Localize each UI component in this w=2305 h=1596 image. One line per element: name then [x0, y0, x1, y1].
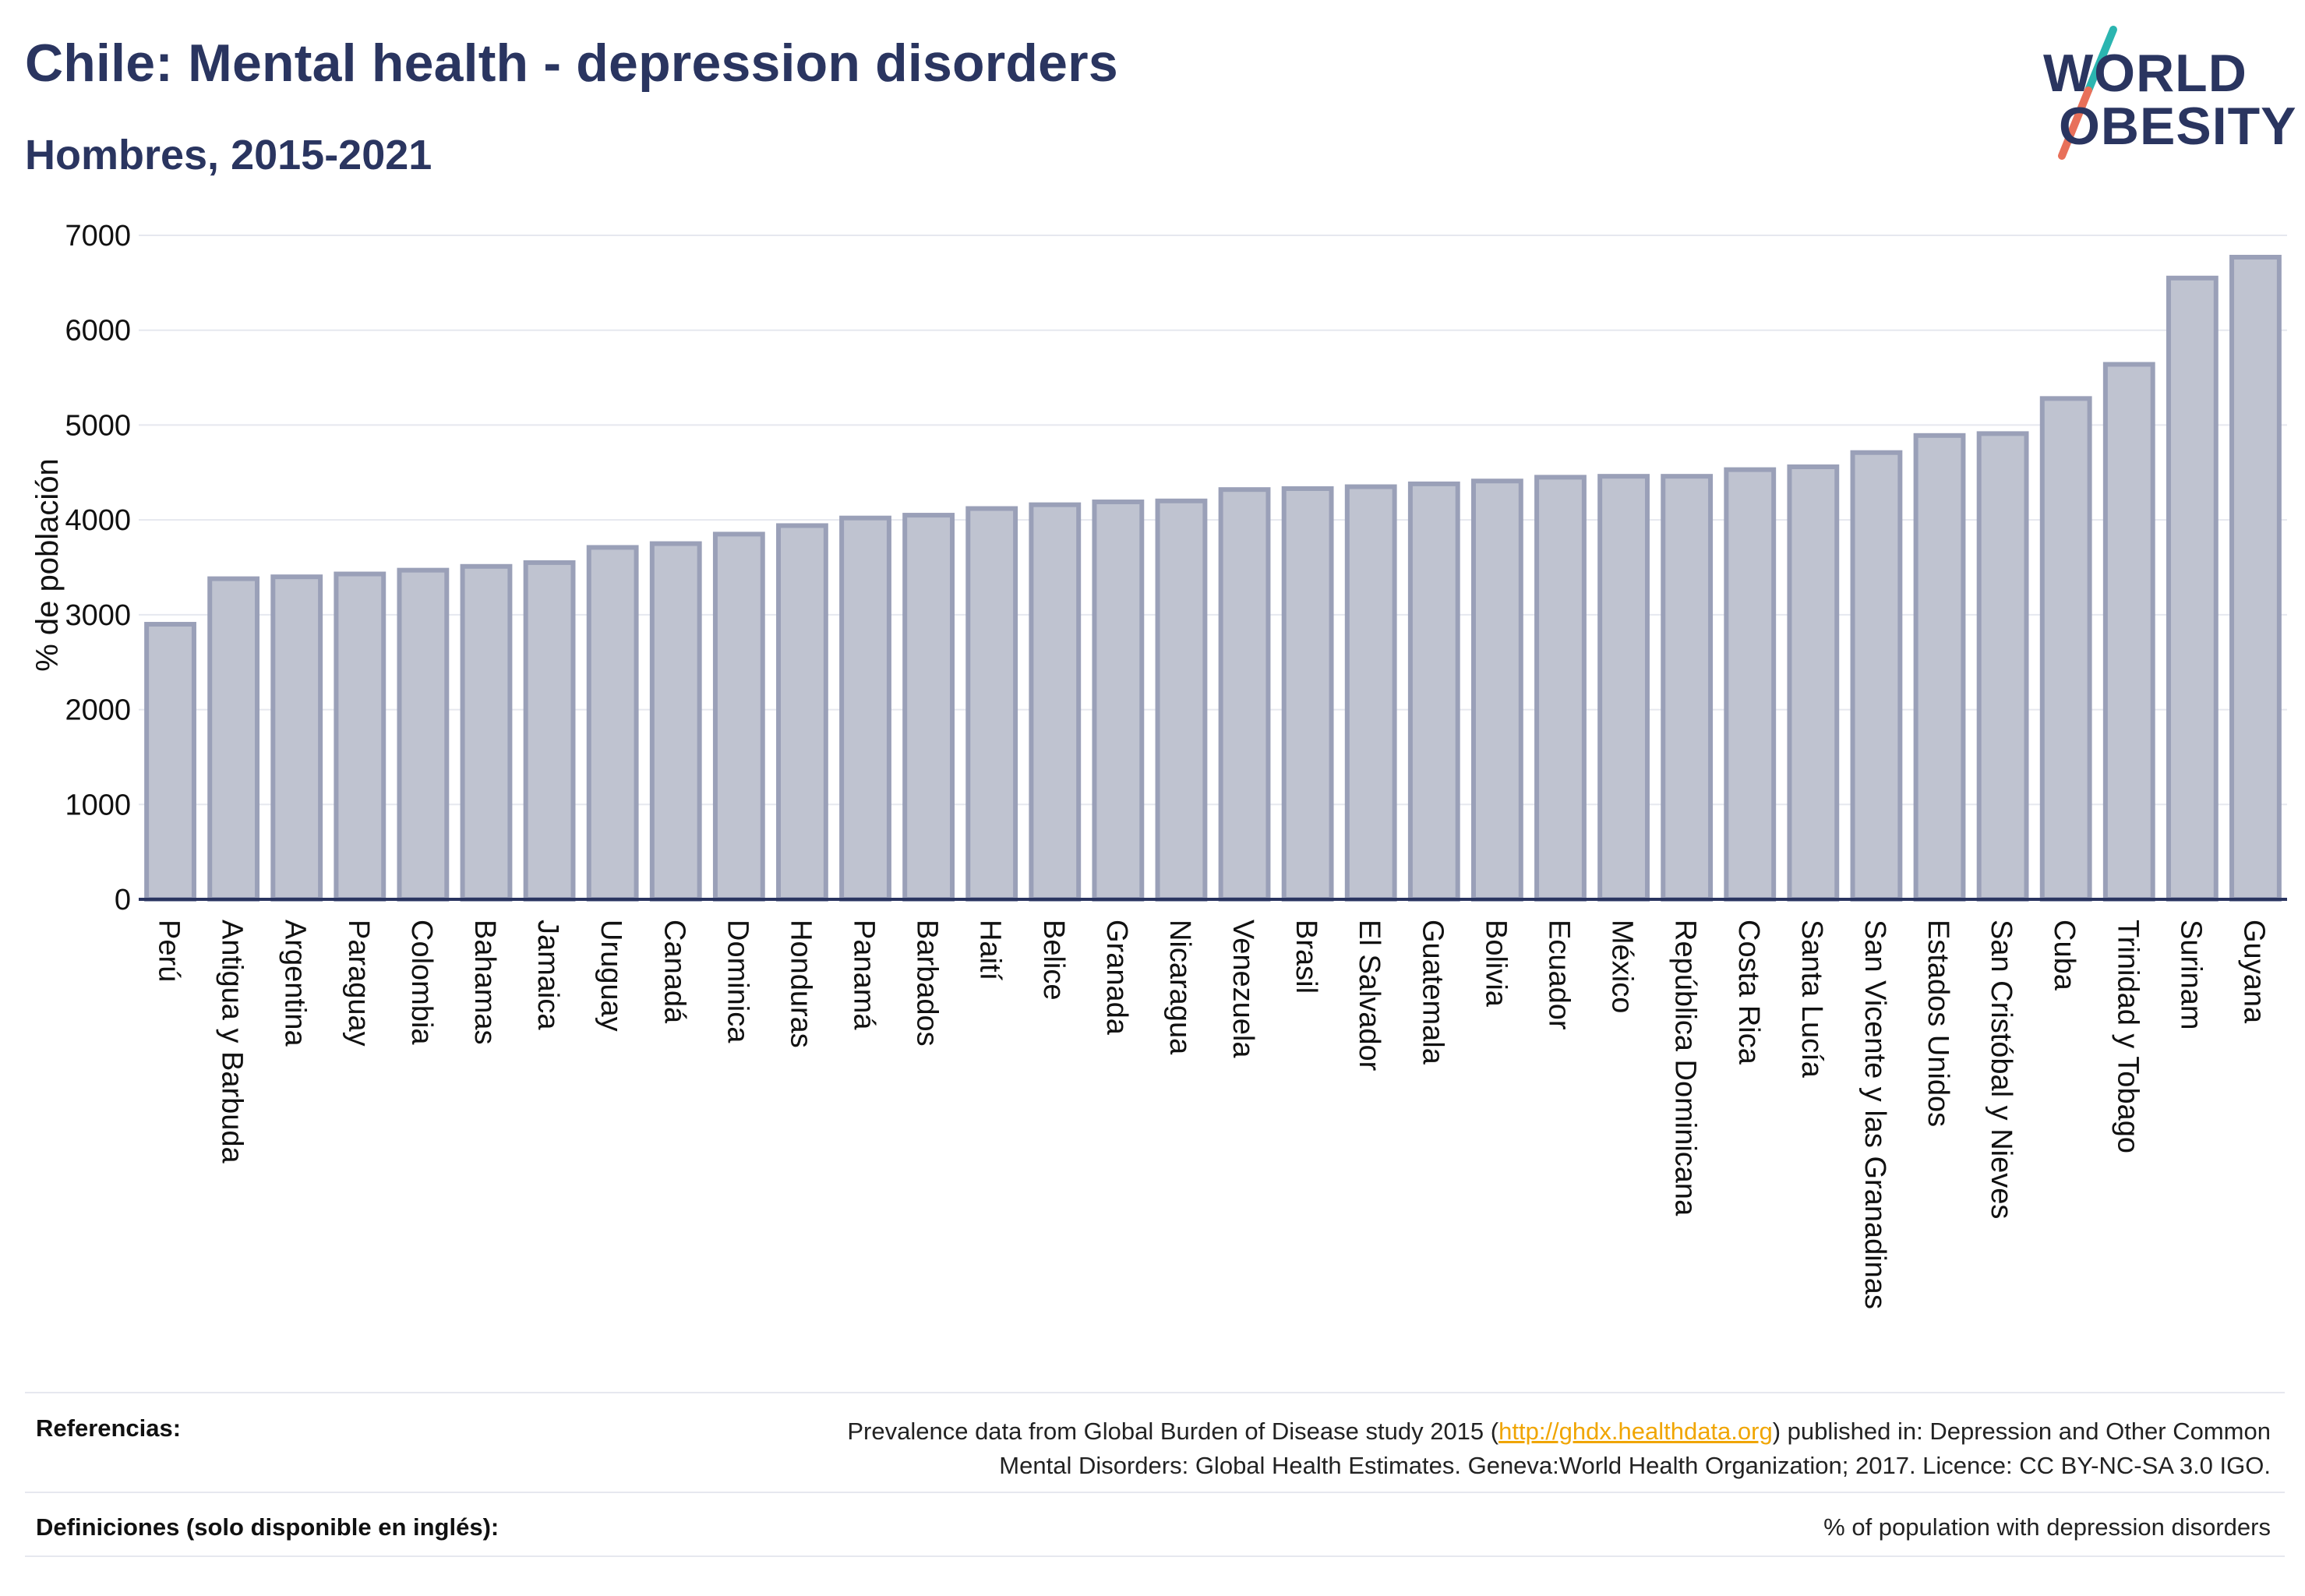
bar — [397, 567, 450, 902]
bar — [965, 506, 1018, 902]
bar — [1281, 486, 1334, 902]
x-tick-label: Brasil — [1290, 920, 1322, 994]
bar — [902, 513, 955, 902]
references-link[interactable]: http://ghdx.healthdata.org — [1498, 1418, 1773, 1445]
bar — [839, 515, 891, 902]
x-tick-label: Perú — [153, 920, 185, 982]
x-tick-label: Honduras — [784, 920, 817, 1048]
y-tick-label: 4000 — [65, 504, 131, 537]
y-tick-label: 7000 — [65, 220, 131, 252]
world-obesity-logo: WORLD OBESITY — [2034, 23, 2296, 164]
bar — [1724, 467, 1777, 902]
x-tick-label: México — [1606, 920, 1639, 1013]
y-tick-label: 3000 — [65, 599, 131, 632]
bar — [2039, 396, 2092, 902]
x-tick-label: Surinam — [2174, 920, 2207, 1030]
bar — [1787, 464, 1840, 902]
references-text-line2: Mental Disorders: Global Health Estimate… — [999, 1452, 2271, 1479]
references-text-pre: Prevalence data from Global Burden of Di… — [847, 1418, 1499, 1445]
x-tick-label: Haití — [974, 920, 1007, 981]
bar — [586, 545, 639, 902]
x-tick-label: Ecuador — [1542, 920, 1575, 1030]
y-tick-label: 0 — [115, 884, 131, 916]
x-tick-label: Costa Rica — [1732, 920, 1765, 1065]
bar — [1407, 481, 1460, 902]
logo-text-obesity: OBESITY — [2059, 97, 2297, 156]
bar — [1850, 450, 1903, 902]
y-axis-ticks: 0 1000 2000 3000 4000 5000 6000 7000 — [65, 220, 131, 916]
x-tick-label: Cuba — [2048, 920, 2081, 991]
x-tick-label: Granada — [1100, 920, 1133, 1036]
x-tick-label: Colombia — [405, 920, 438, 1045]
x-tick-label: Belice — [1037, 920, 1070, 1001]
x-tick-label: Barbados — [911, 920, 944, 1047]
bar — [1092, 500, 1145, 902]
bar — [1976, 431, 2029, 902]
logo-slash-icon — [2058, 26, 2117, 160]
bar — [2229, 254, 2282, 902]
bar — [712, 531, 765, 902]
bar — [649, 541, 702, 902]
footer-divider-top — [25, 1392, 2285, 1393]
x-tick-label: Nicaragua — [1163, 920, 1196, 1055]
x-tick-label: Bolivia — [1479, 920, 1512, 1008]
y-tick-label: 1000 — [65, 789, 131, 821]
footer-divider-bottom — [25, 1555, 2285, 1557]
bar — [1913, 433, 1966, 902]
x-tick-label: República Dominicana — [1669, 920, 1702, 1216]
bar — [1155, 498, 1208, 902]
bar — [2102, 362, 2155, 902]
x-tick-label: Estados Unidos — [1922, 920, 1954, 1127]
bar — [334, 571, 387, 902]
bar — [2166, 275, 2219, 902]
logo-text-world: WORLD — [2043, 44, 2247, 103]
x-tick-label: El Salvador — [1353, 920, 1385, 1072]
bar — [776, 523, 828, 902]
chart-bars — [144, 254, 2282, 902]
page-subtitle: Hombres, 2015-2021 — [25, 132, 432, 178]
x-tick-label: Canadá — [658, 920, 690, 1024]
bar-chart: 0 1000 2000 3000 4000 5000 6000 7000 Perú Antigu… — [30, 220, 2287, 1309]
y-tick-label: 6000 — [65, 315, 131, 348]
bar — [1534, 475, 1587, 902]
y-axis-label: % de población — [30, 458, 65, 672]
y-tick-label: 2000 — [65, 694, 131, 727]
x-tick-label: Santa Lucía — [1795, 920, 1828, 1079]
x-tick-label: Bahamas — [468, 920, 501, 1045]
bar — [1344, 484, 1397, 902]
bar — [1029, 502, 1082, 902]
bar — [1597, 474, 1650, 902]
x-tick-label: Jamaica — [531, 920, 564, 1030]
bar — [460, 563, 513, 902]
x-tick-label: Paraguay — [342, 920, 375, 1047]
bar — [1218, 487, 1271, 902]
page-title: Chile: Mental health - depression disord… — [25, 34, 1118, 93]
bar — [1661, 474, 1714, 902]
x-tick-label: Dominica — [721, 920, 754, 1043]
y-tick-label: 5000 — [65, 409, 131, 442]
definitions-text: % of population with depression disorder… — [1823, 1513, 2271, 1541]
x-tick-label: Trinidad y Tobago — [2111, 920, 2144, 1153]
bar — [144, 622, 196, 902]
x-tick-label: San Cristóbal y Nieves — [1985, 920, 2017, 1219]
x-tick-label: Antigua y Barbuda — [216, 920, 249, 1164]
x-tick-label: Guatemala — [1416, 920, 1449, 1065]
bar — [1470, 478, 1523, 902]
references-label: Referencias: — [36, 1414, 182, 1442]
footer-divider-middle — [25, 1492, 2285, 1493]
x-tick-label: Argentina — [279, 920, 312, 1047]
x-tick-label: Panamá — [848, 920, 881, 1030]
x-tick-label: Guyana — [2237, 920, 2270, 1024]
references-text: Prevalence data from Global Burden of Di… — [478, 1414, 2271, 1483]
x-axis-ticks: Perú Antigua y Barbuda Argentina Paraguay Co… — [153, 920, 2271, 1309]
references-text-post: ) published in: Depression and Other Com… — [1772, 1418, 2271, 1445]
bar — [207, 576, 260, 902]
definitions-label: Definiciones (solo disponible en inglés)… — [36, 1513, 499, 1541]
bar — [270, 574, 323, 902]
bar — [523, 560, 576, 902]
x-tick-label: Uruguay — [595, 920, 627, 1032]
x-tick-label: Venezuela — [1227, 920, 1259, 1058]
x-tick-label: San Vicente y las Granadinas — [1858, 920, 1891, 1309]
